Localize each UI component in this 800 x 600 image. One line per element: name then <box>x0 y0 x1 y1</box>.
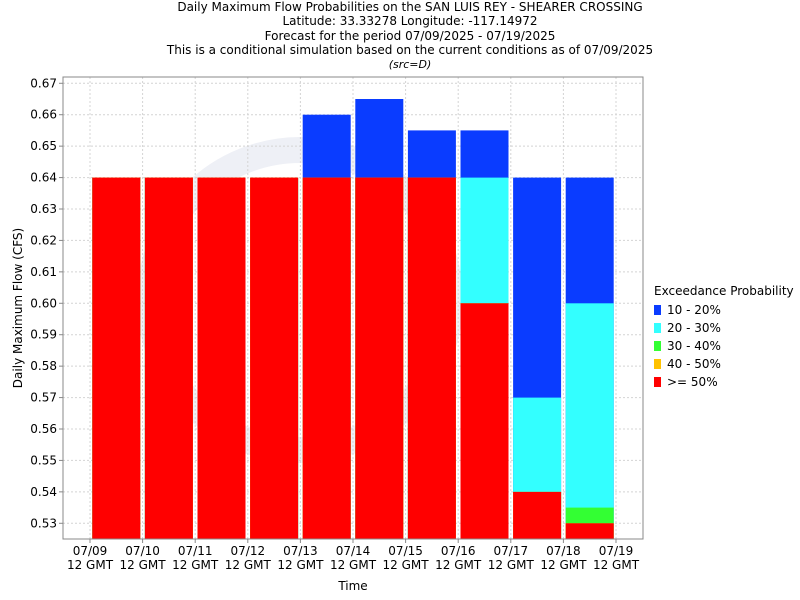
y-tick-label: 0.63 <box>30 202 57 216</box>
x-tick-label-time: 12 GMT <box>383 558 430 572</box>
y-tick-label: 0.60 <box>30 296 57 310</box>
y-tick-label: 0.55 <box>30 453 57 467</box>
title-line-3: Forecast for the period 07/09/2025 - 07/… <box>264 28 556 43</box>
legend-item: >= 50% <box>654 373 794 391</box>
y-tick-label: 0.65 <box>30 139 57 153</box>
legend-items: 10 - 20% 20 - 30% 30 - 40% 40 - 50% >= 50% <box>654 301 794 391</box>
bar-ge50-day-5 <box>302 177 351 539</box>
legend-label: 30 - 40% <box>667 339 721 353</box>
legend-title: Exceedance Probability <box>654 284 794 298</box>
x-tick-label-date: 07/19 <box>599 544 634 558</box>
chart-subtitle: (src=D) <box>388 57 432 71</box>
bar-ge50-day-7 <box>407 177 456 539</box>
x-tick-label-date: 07/10 <box>125 544 160 558</box>
bar-ge50-day-9 <box>513 491 562 539</box>
title-line-4: This is a conditional simulation based o… <box>166 43 654 58</box>
x-tick-label-date: 07/09 <box>73 544 108 558</box>
legend: Exceedance Probability 10 - 20% 20 - 30% 3… <box>654 284 794 391</box>
legend-item: 10 - 20% <box>654 301 794 319</box>
y-tick-label: 0.56 <box>30 422 57 436</box>
x-tick-label-date: 07/13 <box>283 544 318 558</box>
legend-swatch <box>654 341 661 351</box>
legend-item: 40 - 50% <box>654 355 794 373</box>
x-tick-label-time: 12 GMT <box>540 558 587 572</box>
x-tick-label-date: 07/15 <box>388 544 423 558</box>
x-tick-label-time: 12 GMT <box>488 558 535 572</box>
legend-item: 20 - 30% <box>654 319 794 337</box>
x-tick-label-date: 07/18 <box>546 544 581 558</box>
legend-swatch <box>654 377 661 387</box>
legend-label: 20 - 30% <box>667 321 721 335</box>
chart-titles: Daily Maximum Flow Probabilities on the … <box>0 0 800 72</box>
x-tick-label-time: 12 GMT <box>277 558 324 572</box>
y-tick-label: 0.66 <box>30 108 57 122</box>
legend-label: 40 - 50% <box>667 357 721 371</box>
x-tick-label-time: 12 GMT <box>225 558 272 572</box>
bar-20-30-day-10 <box>565 303 614 539</box>
y-tick-label: 0.67 <box>30 76 57 90</box>
y-tick-label: 0.61 <box>30 265 57 279</box>
x-tick-label-date: 07/14 <box>336 544 371 558</box>
title-line-1: Daily Maximum Flow Probabilities on the … <box>177 0 643 14</box>
y-tick-label: 0.62 <box>30 233 57 247</box>
x-tick-label-date: 07/11 <box>178 544 213 558</box>
x-tick-label-time: 12 GMT <box>120 558 167 572</box>
bar-ge50-day-4 <box>250 177 299 539</box>
bar-ge50-day-8 <box>460 303 509 539</box>
x-axis-label: Time <box>337 579 367 593</box>
bar-ge50-day-1 <box>92 177 141 539</box>
y-tick-label: 0.53 <box>30 516 57 530</box>
legend-label: >= 50% <box>667 375 718 389</box>
bar-ge50-day-3 <box>197 177 246 539</box>
y-tick-label: 0.54 <box>30 485 57 499</box>
x-tick-label-time: 12 GMT <box>67 558 114 572</box>
x-tick-label-time: 12 GMT <box>172 558 219 572</box>
x-tick-label-time: 12 GMT <box>593 558 640 572</box>
y-axis-label: Daily Maximum Flow (CFS) <box>11 228 25 388</box>
bar-ge50-day-6 <box>355 177 404 539</box>
y-tick-label: 0.59 <box>30 328 57 342</box>
y-tick-label: 0.57 <box>30 391 57 405</box>
x-tick-label-date: 07/16 <box>441 544 476 558</box>
y-tick-label: 0.58 <box>30 359 57 373</box>
bar-ge50-day-10 <box>565 523 614 539</box>
legend-swatch <box>654 359 661 369</box>
x-tick-label-date: 07/17 <box>494 544 529 558</box>
legend-swatch <box>654 305 661 315</box>
y-tick-label: 0.64 <box>30 171 57 185</box>
legend-item: 30 - 40% <box>654 337 794 355</box>
legend-label: 10 - 20% <box>667 303 721 317</box>
x-tick-label-date: 07/12 <box>231 544 266 558</box>
x-tick-label-time: 12 GMT <box>435 558 482 572</box>
title-line-2: Latitude: 33.33278 Longitude: -117.14972 <box>282 14 538 29</box>
x-tick-label-time: 12 GMT <box>330 558 377 572</box>
bar-ge50-day-2 <box>144 177 193 539</box>
legend-swatch <box>654 323 661 333</box>
